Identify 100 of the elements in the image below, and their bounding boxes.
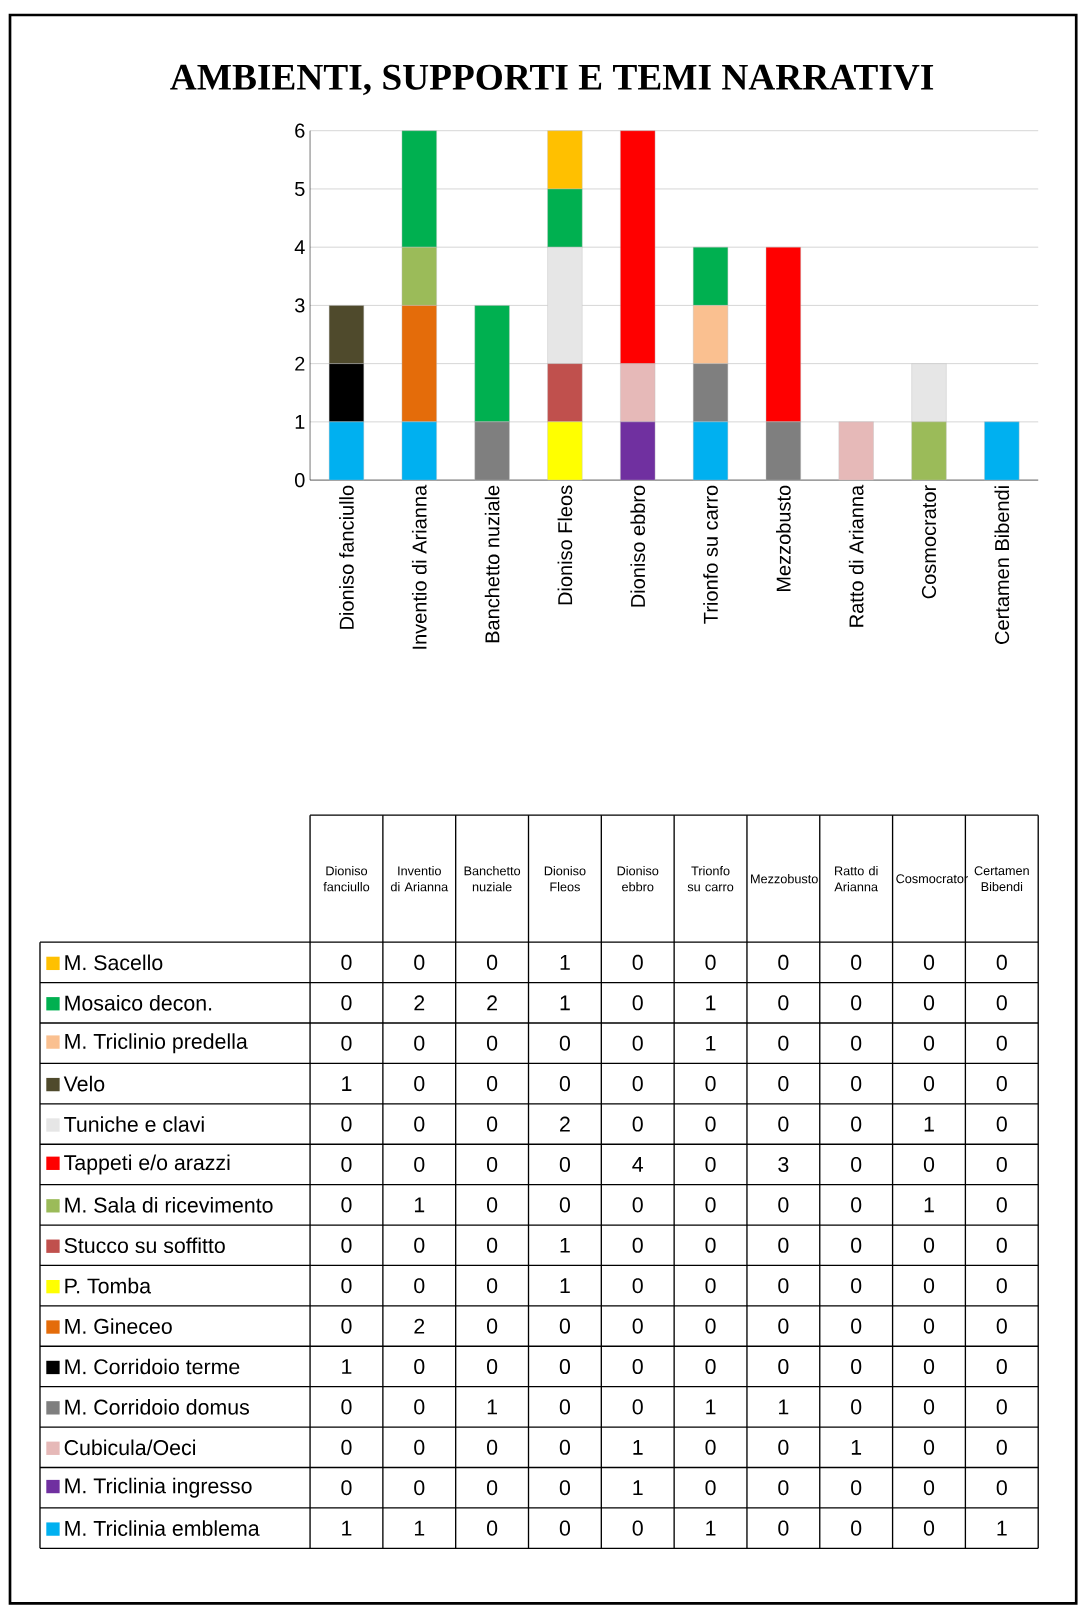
data-label: 0 — [923, 1439, 934, 1455]
legend-label: M. Sacello — [65, 954, 163, 971]
data-label: 0 — [341, 1278, 352, 1294]
data-label: 0 — [850, 1480, 862, 1496]
data-label: 0 — [778, 1116, 789, 1132]
bar — [984, 421, 1020, 481]
data-label: 0 — [923, 1480, 934, 1496]
data-label: 2 — [487, 995, 497, 1011]
data-label: 0 — [559, 1520, 570, 1536]
data-label: 1 — [706, 1520, 716, 1536]
data-label: 0 — [850, 1197, 862, 1213]
data-label: 0 — [341, 1116, 352, 1132]
data-label: 0 — [559, 1035, 570, 1051]
data-label: 0 — [778, 1278, 789, 1294]
data-label: 0 — [341, 1035, 352, 1051]
data-label: 0 — [996, 1358, 1007, 1375]
data-label: 0 — [632, 1197, 643, 1213]
category-label: Dioniso fanciullo — [323, 866, 370, 892]
data-label: 0 — [341, 1399, 352, 1415]
category-label: Certamen Bibendi — [974, 866, 1029, 892]
chart-title: AMBIENTI, SUPPORTI E TEMI NARRATIVI — [170, 64, 934, 96]
data-label: 0 — [923, 1399, 934, 1415]
data-label: 0 — [996, 1439, 1007, 1455]
category-label: Ratto di Arianna — [834, 866, 878, 892]
data-label: 0 — [778, 1358, 789, 1375]
data-label: 0 — [486, 1076, 498, 1092]
data-label: 0 — [923, 1237, 934, 1253]
data-label: 0 — [341, 1318, 352, 1334]
data-label: 0 — [486, 1439, 498, 1455]
data-label: 0 — [486, 1156, 498, 1172]
legend-label: Mosaico decon. — [65, 994, 211, 1011]
data-label: 0 — [923, 1358, 934, 1375]
data-label: 0 — [559, 1076, 570, 1092]
data-label: 0 — [486, 1035, 498, 1051]
data-label: 0 — [705, 1237, 716, 1253]
x-tick-label: Trionfo su carro — [703, 485, 718, 624]
data-label: 1 — [342, 1076, 352, 1091]
data-label: 4 — [632, 1157, 643, 1172]
data-label: 0 — [923, 954, 934, 970]
data-label: 0 — [996, 1035, 1007, 1051]
data-label: 0 — [414, 1076, 425, 1092]
data-label: 0 — [996, 995, 1007, 1011]
data-label: 1 — [560, 1237, 570, 1253]
data-label: 0 — [341, 954, 352, 970]
data-label: 0 — [923, 1278, 934, 1294]
data-label: 0 — [996, 1399, 1007, 1415]
data-label: 1 — [924, 1116, 934, 1132]
data-label: 0 — [778, 954, 789, 970]
legend-label: Cubicula/Oeci — [64, 1439, 195, 1456]
data-label: 0 — [705, 1116, 716, 1132]
data-label: 0 — [632, 1237, 643, 1253]
data-label: 0 — [341, 1480, 352, 1496]
data-label: 1 — [706, 1399, 716, 1415]
data-label: 2 — [414, 995, 425, 1011]
category-label: Inventio di Arianna — [390, 866, 449, 892]
x-tick-label: Certamen Bibendi — [994, 486, 1010, 644]
data-label: 0 — [559, 1439, 570, 1455]
data-label: 0 — [559, 1156, 570, 1172]
data-label: 0 — [632, 1076, 643, 1092]
data-label: 0 — [850, 1035, 862, 1051]
data-label: 0 — [705, 1358, 716, 1375]
data-label: 0 — [850, 1076, 862, 1092]
data-label: 0 — [414, 1116, 425, 1132]
data-label: 1 — [633, 1439, 643, 1455]
data-label: 0 — [632, 1318, 643, 1334]
data-label: 0 — [632, 995, 643, 1011]
data-label: 0 — [414, 1439, 425, 1455]
category-label: Dioniso ebbro — [617, 866, 659, 892]
data-label: 0 — [850, 1116, 862, 1132]
data-label: 0 — [341, 1156, 352, 1172]
data-label: 0 — [923, 1520, 934, 1536]
legend-label: M. Corridoio domus — [65, 1399, 249, 1415]
data-label: 0 — [632, 1399, 643, 1415]
x-tick-label: Dioniso ebbro — [630, 485, 645, 607]
data-label: 0 — [923, 995, 934, 1011]
legend-label: M. Corridoio terme — [65, 1358, 240, 1375]
data-label: 0 — [414, 1156, 425, 1172]
data-label: 1 — [997, 1520, 1007, 1536]
x-tick-label: Dioniso Fleos — [557, 485, 573, 605]
data-label: 0 — [996, 1318, 1007, 1334]
data-label: 0 — [778, 1035, 789, 1051]
data-label: 0 — [705, 954, 716, 970]
data-label: 0 — [923, 1076, 934, 1092]
data-label: 0 — [486, 1237, 498, 1253]
data-label: 0 — [923, 1156, 934, 1172]
data-label: 1 — [414, 1197, 425, 1213]
data-label: 0 — [486, 1358, 498, 1375]
x-tick-label: Mezzobusto — [775, 485, 791, 592]
data-label: 0 — [850, 1156, 862, 1172]
data-label: 0 — [996, 1480, 1007, 1496]
x-tick-label: Inventio di Arianna — [411, 484, 427, 649]
data-label: 0 — [850, 1318, 862, 1334]
category-label: Banchetto nuziale — [464, 866, 521, 892]
data-label: 0 — [778, 1520, 789, 1536]
y-tick-label: 3 — [294, 298, 305, 313]
data-label: 0 — [996, 954, 1007, 970]
data-label: 0 — [996, 1116, 1007, 1132]
data-label: 0 — [341, 1237, 352, 1253]
data-label: 0 — [705, 1318, 716, 1334]
data-label: 1 — [706, 1035, 716, 1051]
